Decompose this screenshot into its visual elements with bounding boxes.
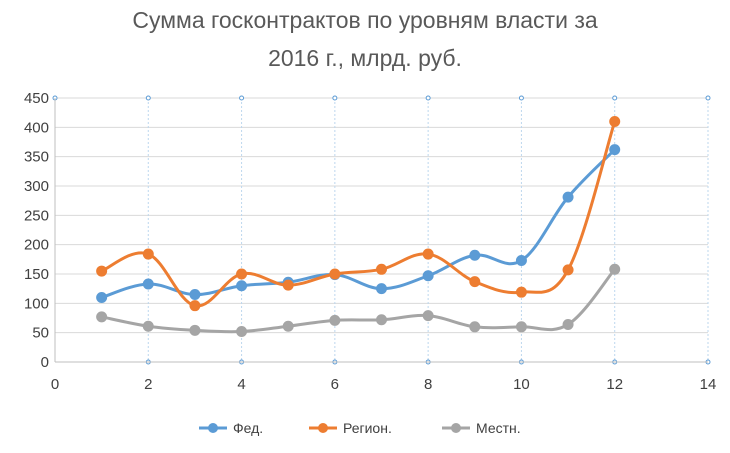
legend-marker-2 — [318, 423, 328, 433]
grid-marker — [705, 95, 711, 101]
series-1-point — [609, 144, 621, 156]
x-tick-label: 0 — [51, 376, 59, 393]
series-3-point — [142, 320, 154, 332]
series-1-point — [376, 283, 387, 295]
series-2-point — [236, 268, 248, 280]
series-1-point — [189, 289, 201, 301]
series-line-3 — [101, 268, 616, 334]
series-2-point — [422, 248, 434, 260]
y-tick-label: 300 — [24, 178, 49, 195]
series-3-point — [282, 320, 294, 332]
series-2-point — [562, 264, 574, 276]
series-2-point — [142, 248, 154, 260]
x-tick-label: 12 — [606, 376, 623, 393]
series-3-point — [515, 321, 527, 333]
series-1-point — [469, 249, 481, 261]
series-line-1 — [101, 148, 616, 299]
series-2-point — [96, 265, 108, 277]
series-2-point — [609, 115, 621, 127]
series-1-point — [96, 291, 108, 303]
legend-marker-1 — [208, 423, 218, 433]
series-3-point — [96, 311, 108, 323]
x-tick-label: 6 — [331, 376, 339, 393]
series-3-point — [609, 263, 621, 275]
y-tick-label: 200 — [24, 237, 49, 254]
y-tick-label: 350 — [24, 149, 49, 166]
series-2-point — [282, 279, 294, 291]
y-tick-label: 400 — [24, 119, 49, 136]
series-2-point — [469, 276, 481, 288]
x-tick-label: 2 — [144, 376, 152, 393]
series-3-point — [329, 314, 341, 326]
series-3-point — [376, 314, 387, 326]
series-1-point — [515, 255, 527, 267]
y-tick-label: 100 — [24, 295, 49, 312]
legend-label-3: Местн. — [476, 420, 521, 436]
series-layer — [96, 115, 621, 337]
grid-marker — [239, 95, 245, 101]
y-tick-label: 50 — [32, 325, 49, 342]
y-tick-label: 0 — [41, 354, 49, 371]
grid — [52, 95, 711, 365]
x-tick-label: 14 — [700, 376, 717, 393]
legend: Фед. Регион. Местн. — [199, 420, 521, 436]
series-3-point — [562, 318, 574, 330]
x-tick-label: 8 — [424, 376, 432, 393]
legend-marker-3 — [451, 423, 461, 433]
grid-marker — [425, 95, 431, 101]
series-3-point — [189, 324, 201, 336]
chart-title-line-2: 2016 г., млрд. руб. — [268, 45, 462, 71]
series-2-point — [376, 263, 387, 275]
grid-marker — [145, 95, 151, 101]
chart-title-line-1: Сумма госконтрактов по уровням власти за — [132, 7, 598, 33]
x-tick-label: 10 — [513, 376, 530, 393]
series-2-point — [189, 300, 201, 312]
grid-marker — [612, 95, 618, 101]
x-tick-label: 4 — [237, 376, 245, 393]
y-tick-label: 150 — [24, 266, 49, 283]
series-2-point — [515, 286, 527, 298]
y-tick-label: 450 — [24, 90, 49, 107]
y-tick-label: 250 — [24, 207, 49, 224]
series-3-point — [422, 310, 434, 322]
grid-marker — [518, 95, 524, 101]
series-1-point — [562, 191, 574, 203]
series-1-point — [236, 280, 248, 292]
grid-marker — [332, 95, 338, 101]
series-3-point — [469, 321, 481, 333]
series-1-point — [142, 278, 154, 290]
series-2-point — [329, 268, 341, 280]
series-line-2 — [100, 121, 617, 308]
legend-label-1: Фед. — [233, 420, 263, 436]
axes: 0 50 100 150 200 250 300 350 400 450 0 2 4 6 8 10 12 14 — [24, 90, 716, 393]
legend-label-2: Регион. — [343, 420, 392, 436]
series-1-point — [422, 270, 434, 282]
series-3-point — [236, 325, 248, 337]
